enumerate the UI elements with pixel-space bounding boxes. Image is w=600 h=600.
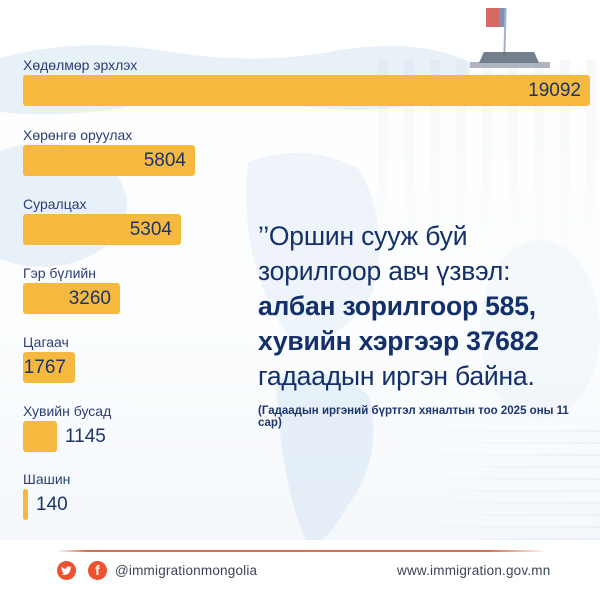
bar-value: 5804 <box>143 149 186 171</box>
palace-roof-base <box>470 62 550 68</box>
source-note: (Гадаадын иргэний бүртгэл хяналтын тоо 2… <box>258 405 569 429</box>
bar-fill <box>23 489 28 520</box>
bar-value: 3260 <box>68 287 111 309</box>
footer-divider <box>57 550 548 552</box>
facebook-icon[interactable]: f <box>88 561 107 580</box>
summary-line-private-count: хувийн хэргээр 37682 <box>258 326 539 356</box>
summary-line: зорилгоор авч үзвэл: <box>258 256 511 286</box>
bar-label: Цагаач <box>23 334 69 350</box>
bar-value: 1145 <box>65 425 106 447</box>
bar-row-immigrant: Цагаач 1767 <box>23 334 594 383</box>
palace-steps <box>400 430 600 540</box>
mongolian-flag-icon <box>486 8 505 27</box>
palace-roof <box>479 52 539 63</box>
bar-fill: 5804 <box>23 145 195 176</box>
social-handle[interactable]: @immigrationmongolia <box>115 563 258 578</box>
bar-label: Хувийн бусад <box>23 403 112 419</box>
summary-line-official-count: албан зорилгоор 585, <box>258 291 536 321</box>
twitter-icon[interactable] <box>57 561 76 580</box>
bar-value: 140 <box>36 493 68 515</box>
bar-row-religion: Шашин 140 <box>23 471 594 520</box>
bar-label: Гэр бүлийн <box>23 265 96 281</box>
bar-row-employment: Хөдөлмөр эрхлэх 19092 <box>23 57 594 106</box>
bar-row-family: Гэр бүлийн 3260 <box>23 265 594 314</box>
footer-bar: f @immigrationmongolia www.immigration.g… <box>0 540 600 600</box>
bar-fill: 5304 <box>23 214 181 245</box>
bar-fill: 3260 <box>23 283 120 314</box>
bar-row-private-other: Хувийн бусад 1145 <box>23 403 594 452</box>
bar-label: Хөдөлмөр эрхлэх <box>23 57 138 73</box>
bar-fill: 19092 <box>23 75 590 106</box>
bar-label: Суралцах <box>23 196 87 212</box>
bar-value: 5304 <box>129 218 172 240</box>
bar-row-investment: Хөрөнгө оруулах 5804 <box>23 127 594 176</box>
summary-line: гадаадын иргэн байна. <box>258 361 535 391</box>
bar-fill: 1767 <box>23 352 75 383</box>
bar-fill <box>23 421 57 452</box>
bar-label: Шашин <box>23 471 71 487</box>
website-url[interactable]: www.immigration.gov.mn <box>397 563 551 578</box>
bar-value: 1767 <box>23 356 66 378</box>
bar-label: Хөрөнгө оруулах <box>23 127 133 143</box>
summary-text-block: ’’Оршин сууж буй зорилгоор авч үзвэл: ал… <box>258 219 583 429</box>
summary-line: ’’Оршин сууж буй <box>258 221 468 251</box>
bar-value: 19092 <box>528 79 581 101</box>
